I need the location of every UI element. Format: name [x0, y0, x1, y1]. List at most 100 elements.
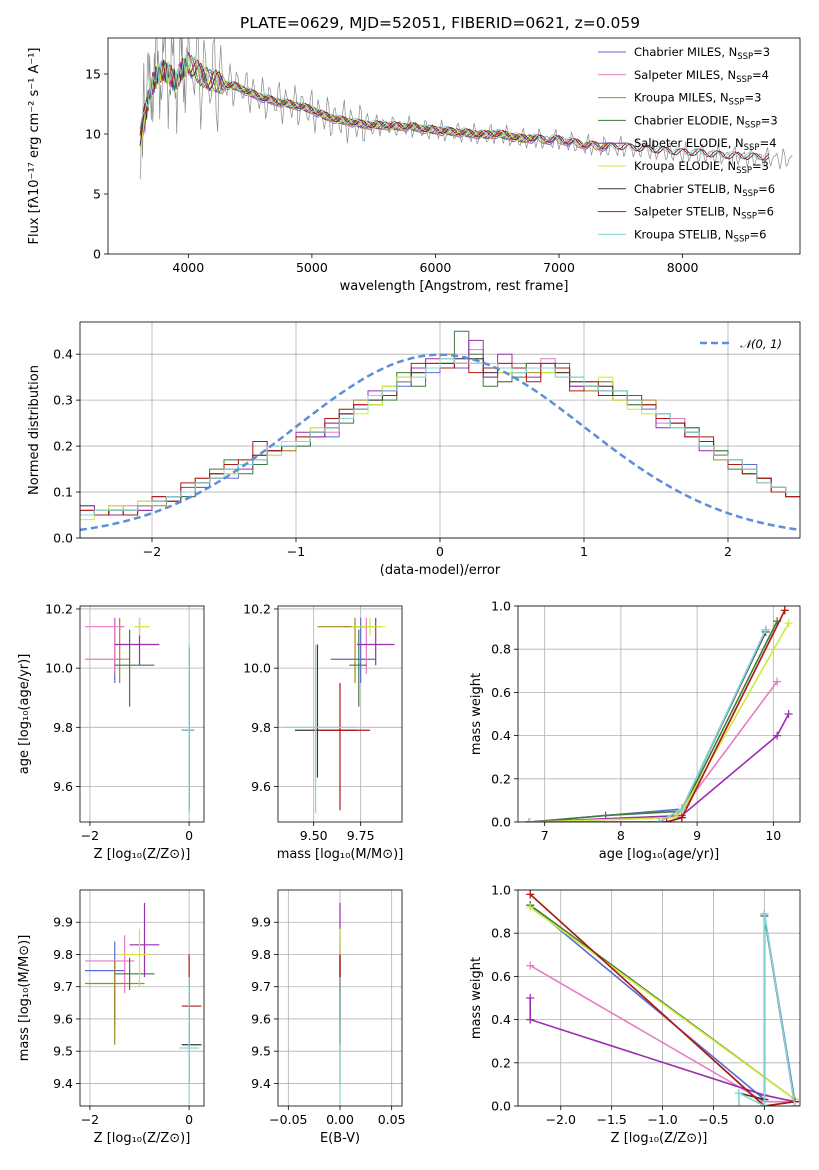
- legend-entry: Chabrier STELIB, NSSP=6: [634, 182, 775, 199]
- y-tick-label: 5: [93, 187, 101, 202]
- x-axis-label: wavelength [Angstrom, rest frame]: [340, 279, 569, 294]
- x-tick-label: 1: [580, 544, 588, 559]
- massweight-vs-age-panel: 7 8 9 10 0.0 0.2 0.4 0.6 0.8 1.0 age [log₁₀(age/yr…: [469, 599, 801, 862]
- massweight-point-marker: [761, 625, 770, 634]
- histogram-plot-area: [80, 330, 800, 538]
- legend-entry: Kroupa MILES, NSSP=3: [634, 91, 761, 108]
- y-tick-label: 15: [85, 67, 101, 82]
- errorbar-plot-area: [84, 902, 202, 1103]
- y-tick-label: 10.2: [45, 601, 73, 616]
- y-axis-label: mass [log₁₀(M/M⊙)]: [17, 935, 32, 1062]
- legend-entry: Kroupa ELODIE, NSSP=3: [634, 159, 769, 176]
- errorbar-point: [317, 682, 371, 811]
- massweight-point-marker: [773, 677, 782, 686]
- x-tick-label: 9: [693, 828, 701, 843]
- y-tick-label: 0.0: [53, 531, 73, 546]
- massweight-series-line: [529, 906, 796, 1101]
- errorbar-point: [179, 977, 200, 1103]
- x-tick-label: 7: [541, 828, 549, 843]
- legend-entry: Chabrier MILES, NSSP=3: [634, 45, 770, 62]
- x-axis-label: Z [log₁₀(Z/Z⊙)]: [94, 847, 191, 862]
- x-tick-label: 0.05: [378, 1112, 406, 1127]
- massweight-point-marker: [784, 619, 793, 628]
- x-tick-label: 0: [436, 544, 444, 559]
- x-tick-label: 8: [617, 828, 625, 843]
- x-tick-label: 7000: [543, 260, 575, 275]
- errorbar-point: [283, 644, 357, 814]
- massweight-series-line: [529, 629, 767, 822]
- x-tick-label: −2: [81, 1112, 99, 1127]
- massweight-point-marker: [734, 1089, 743, 1098]
- y-tick-label: 0.3: [53, 393, 73, 408]
- y-tick-label: 9.8: [53, 947, 73, 962]
- massweight-point-marker: [790, 1102, 799, 1106]
- x-axis-label: age [log₁₀(age/yr)]: [599, 847, 720, 862]
- x-tick-label: 0.0: [754, 1112, 774, 1127]
- legend-entry: 𝒩(0, 1): [740, 337, 782, 351]
- x-axis-label: mass [log₁₀(M/M⊙)]: [277, 847, 404, 862]
- massweight-point-marker: [526, 961, 535, 970]
- model-spectrum-line: [139, 54, 535, 149]
- massweight-series-line: [529, 893, 796, 1106]
- legend-entry: Chabrier ELODIE, NSSP=3: [634, 113, 778, 130]
- massweight-point-marker: [525, 818, 534, 822]
- x-tick-label: 2: [724, 544, 732, 559]
- axes-frame: [79, 321, 801, 539]
- massweight-series-line: [529, 620, 778, 822]
- x-tick-label: −0.05: [269, 1112, 307, 1127]
- legend-entry: Salpeter MILES, NSSP=4: [634, 68, 769, 85]
- x-tick-label: 9.50: [300, 828, 328, 843]
- y-tick-label: 0.4: [53, 347, 73, 362]
- residuals-histogram-panel: −2 −1 0 1 2 0.0 0.1 0.2 0.3 0.4 (data-model)/error…: [27, 321, 801, 578]
- x-tick-label: −2: [81, 828, 99, 843]
- massweight-series-line: [529, 713, 790, 822]
- errorbar-point: [119, 928, 150, 987]
- x-axis-label: Z [log₁₀(Z/Z⊙)]: [611, 1131, 708, 1146]
- errorbar-plot-area: [84, 617, 195, 814]
- y-axis-label: Normed distribution: [27, 365, 42, 495]
- y-tick-label: 0.0: [491, 815, 511, 830]
- errorbar-point: [84, 960, 145, 1045]
- x-tick-label: 5000: [296, 260, 328, 275]
- y-tick-label: 9.6: [251, 1011, 271, 1026]
- y-tick-label: 0.0: [491, 1099, 511, 1114]
- y-tick-label: 0.6: [491, 685, 511, 700]
- massweight-series-line: [529, 622, 790, 822]
- massweight-point-marker: [677, 813, 686, 822]
- x-tick-label: 6000: [420, 260, 452, 275]
- y-tick-label: 9.9: [53, 915, 73, 930]
- errorbar-point: [356, 617, 395, 666]
- y-tick-label: 9.7: [53, 979, 73, 994]
- x-tick-label: 0: [185, 828, 193, 843]
- y-tick-label: 0.8: [491, 642, 511, 657]
- x-tick-label: −1.5: [596, 1112, 626, 1127]
- errorbar-point: [134, 617, 150, 636]
- normal-distribution-curve: [80, 353, 800, 532]
- errorbar-point: [349, 629, 367, 707]
- mass-vs-metallicity-panel: −2 0 9.4 9.5 9.6 9.7 9.8 9.9 Z [log₁₀(Z/Z⊙)] mass…: [17, 889, 205, 1146]
- x-axis-label: (data-model)/error: [380, 563, 501, 578]
- massweight-series-line: [738, 913, 796, 1106]
- y-tick-label: 0.2: [53, 439, 73, 454]
- massweight-series-line: [529, 609, 786, 822]
- y-tick-label: 0.4: [491, 728, 511, 743]
- errorbar-plot-area: [283, 617, 395, 814]
- line-plot-area: [526, 890, 799, 1106]
- massweight-series-line: [529, 998, 796, 1103]
- legend-entry: Salpeter STELIB, NSSP=6: [634, 205, 774, 222]
- axes-frame: [277, 605, 403, 823]
- x-axis-label: Z [log₁₀(Z/Z⊙)]: [94, 1131, 191, 1146]
- x-tick-label: 0: [185, 1112, 193, 1127]
- y-tick-label: 9.8: [53, 720, 73, 735]
- massweight-point-marker: [784, 710, 793, 718]
- y-tick-label: 1.0: [491, 883, 511, 898]
- spectrum-plot-area: [139, 38, 793, 180]
- x-tick-label: 10: [765, 828, 781, 843]
- massweight-point-marker: [526, 1015, 535, 1024]
- y-tick-label: 0.1: [53, 485, 73, 500]
- y-axis-label: age [log₁₀(age/yr)]: [17, 654, 32, 775]
- x-tick-label: 0.00: [326, 1112, 354, 1127]
- mass-vs-ebv-panel: −0.05 0.00 0.05 9.4 9.5 9.6 9.7 9.8 9.9 E(B-V): [251, 889, 406, 1146]
